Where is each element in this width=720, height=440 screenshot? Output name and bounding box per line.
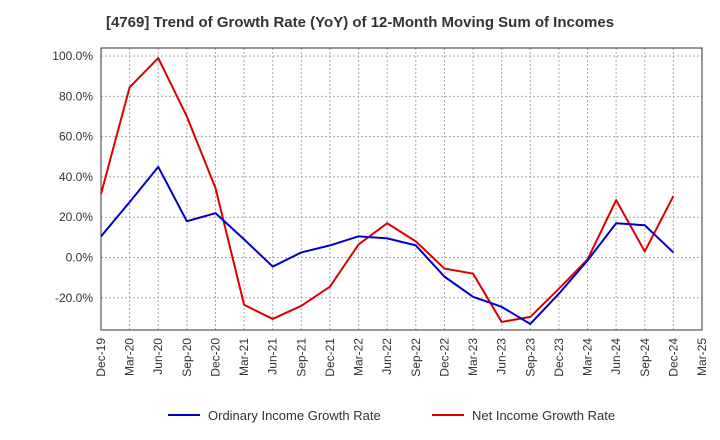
y-tick-label: -20.0% <box>55 291 93 305</box>
plot-area <box>101 48 702 330</box>
x-tick-label: Dec-19 <box>94 338 108 377</box>
legend-ordinary-income-label: Ordinary Income Growth Rate <box>208 408 381 423</box>
x-tick-label: Sep-22 <box>409 338 423 377</box>
series-line-ordinary-income <box>100 165 675 325</box>
x-tick-label: Mar-24 <box>581 338 595 376</box>
x-tick-label: Dec-21 <box>323 338 337 377</box>
x-tick-label: Mar-23 <box>466 338 480 376</box>
x-tick-label: Sep-21 <box>294 338 308 377</box>
y-tick-label: 0.0% <box>66 250 94 264</box>
x-tick-label: Mar-22 <box>352 338 366 376</box>
x-tick-label: Jun-21 <box>266 338 280 375</box>
y-tick-label: 20.0% <box>59 210 93 224</box>
y-tick-label: 60.0% <box>59 130 93 144</box>
x-tick-label: Dec-23 <box>552 338 566 377</box>
x-tick-label: Mar-20 <box>123 338 137 376</box>
series-line-net-income <box>100 57 675 323</box>
legend-net-income-label: Net Income Growth Rate <box>472 408 615 423</box>
x-tick-label: Jun-22 <box>380 338 394 375</box>
x-tick-label: Jun-23 <box>495 338 509 375</box>
y-tick-label: 40.0% <box>59 170 93 184</box>
x-tick-label: Mar-25 <box>695 338 709 376</box>
x-tick-label: Jun-20 <box>151 338 165 375</box>
chart-title: [4769] Trend of Growth Rate (YoY) of 12-… <box>105 14 615 31</box>
x-tick-label: Mar-21 <box>237 338 251 376</box>
y-tick-label: 80.0% <box>59 89 93 103</box>
y-tick-label: 100.0% <box>52 49 93 63</box>
x-tick-label: Dec-24 <box>666 338 680 377</box>
plot-border <box>100 47 703 331</box>
x-tick-label: Dec-20 <box>208 338 222 377</box>
x-tick-label: Sep-23 <box>523 338 537 377</box>
x-tick-label: Dec-22 <box>437 338 451 377</box>
x-tick-label: Jun-24 <box>609 338 623 375</box>
x-tick-label: Sep-24 <box>638 338 652 377</box>
x-tick-label: Sep-20 <box>180 338 194 377</box>
